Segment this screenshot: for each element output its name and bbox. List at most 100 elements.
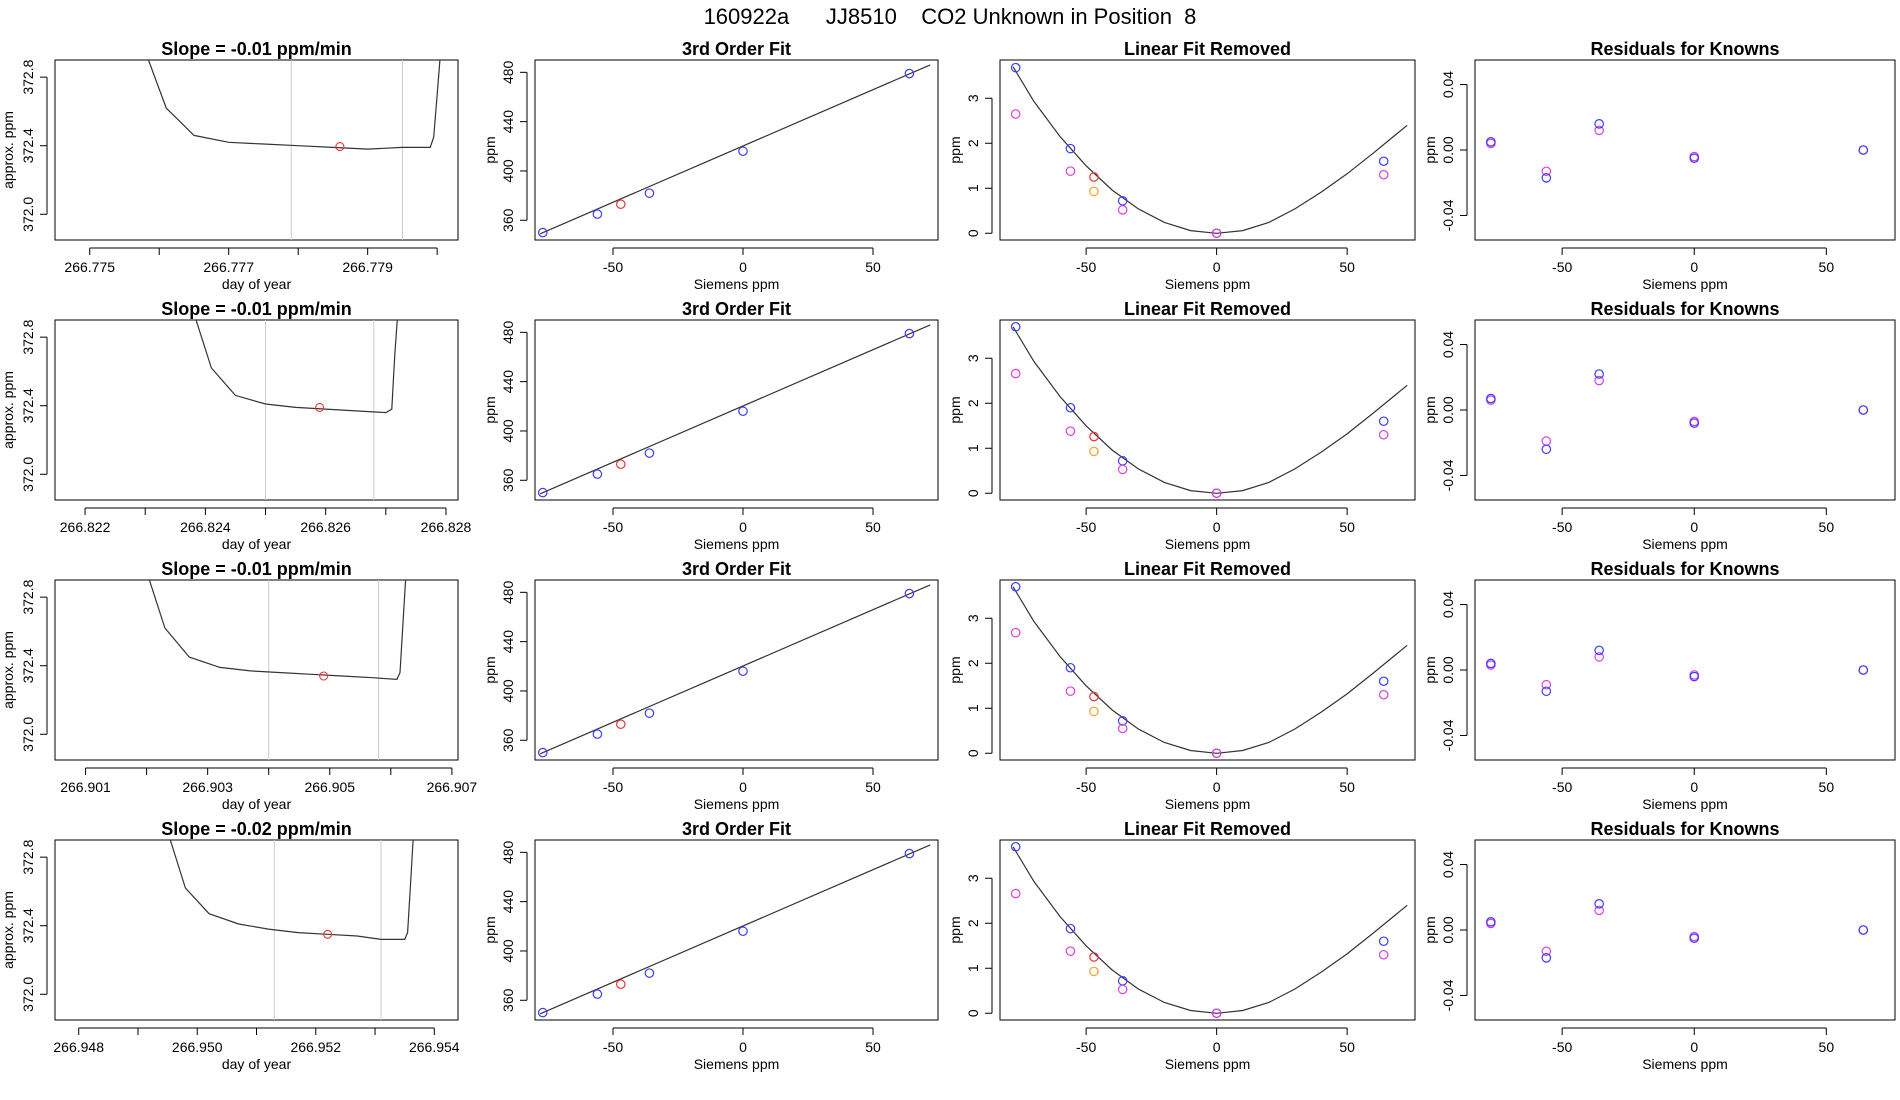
data-point-orange	[1089, 966, 1099, 977]
y-tick-label: -0.04	[1440, 199, 1456, 231]
x-tick-label: -50	[603, 1039, 623, 1055]
fit-curve	[539, 324, 931, 495]
data-point-blue	[1594, 119, 1604, 129]
plot-frame	[54, 59, 459, 241]
panel-title: 3rd Order Fit	[682, 819, 791, 839]
data-point-magenta	[1594, 125, 1604, 136]
plot-area	[1486, 645, 1869, 697]
y-tick-label: -0.04	[1440, 459, 1456, 491]
chart-panel-13: Slope = -0.02 ppm/min 266.948 266.950 266.9…	[0, 819, 460, 1072]
data-point-blue	[1541, 173, 1552, 183]
x-tick-label: 266.954	[409, 1039, 460, 1055]
data-point-blue	[1117, 716, 1128, 726]
x-tick-label: 50	[1819, 259, 1835, 275]
y-tick-label: 372.0	[20, 197, 36, 232]
x-tick-label: 266.828	[421, 519, 472, 535]
x-tick-label: 266.907	[427, 779, 478, 795]
chart-panel-14: 3rd Order Fit -50 0 50 Siemens ppm 360 400 440 4…	[482, 819, 939, 1072]
x-tick-label: -50	[1076, 519, 1096, 535]
data-point-red	[615, 719, 626, 730]
trace-marker	[335, 142, 345, 152]
y-tick-label: 440	[500, 110, 516, 134]
x-tick-label: 0	[739, 1039, 747, 1055]
y-tick-label: 372.8	[20, 59, 36, 94]
panel-title: Slope = -0.01 ppm/min	[161, 299, 352, 319]
panel-title: Linear Fit Removed	[1124, 39, 1291, 59]
data-point-magenta	[1378, 169, 1389, 180]
data-point-blue	[1010, 62, 1021, 73]
panel-title: Slope = -0.02 ppm/min	[161, 819, 352, 839]
data-point-blue	[1541, 444, 1552, 455]
y-tick-label: 400	[500, 679, 516, 703]
y-tick-label: 0.04	[1440, 71, 1456, 98]
y-tick-label: 0.04	[1440, 331, 1456, 358]
x-axis-label: Siemens ppm	[1165, 796, 1251, 812]
data-point-blue	[1378, 416, 1389, 427]
data-point-magenta	[1065, 686, 1076, 696]
y-axis-label: ppm	[1422, 136, 1438, 163]
figure-title-text: 160922a JJ8510 CO2 Unknown in Position 8	[703, 4, 1197, 29]
data-point-blue	[1117, 196, 1128, 206]
data-point-blue	[1858, 145, 1869, 155]
data-point-magenta	[1594, 375, 1604, 386]
data-point-blue	[1541, 953, 1552, 963]
plot-area	[537, 64, 931, 238]
data-point-magenta	[1117, 984, 1128, 995]
panel-title: Residuals for Knowns	[1590, 559, 1779, 579]
x-tick-label: 50	[1819, 519, 1835, 535]
data-point-blue	[1486, 393, 1496, 404]
y-axis-label: approx. ppm	[0, 371, 16, 449]
x-tick-label: 266.775	[64, 259, 115, 275]
data-point-magenta	[1378, 949, 1389, 960]
plot-frame	[1474, 839, 1896, 1021]
y-tick-label: 360	[500, 728, 516, 752]
data-point-blue	[1858, 405, 1869, 415]
x-tick-label: -50	[603, 779, 623, 795]
plot-frame	[999, 839, 1416, 1021]
data-point-blue	[1010, 841, 1021, 852]
plot-area	[537, 324, 931, 498]
fit-curve	[539, 844, 931, 1015]
data-point-blue	[1858, 665, 1869, 675]
x-axis-label: day of year	[222, 536, 292, 552]
x-tick-label: 266.952	[290, 1039, 341, 1055]
x-tick-label: 50	[865, 519, 881, 535]
y-tick-label: -0.04	[1440, 979, 1456, 1011]
data-point-blue	[537, 487, 548, 498]
y-axis-label: ppm	[482, 916, 498, 943]
y-tick-label: 372.4	[20, 388, 36, 423]
x-axis-label: Siemens ppm	[1642, 536, 1728, 552]
x-axis-label: Siemens ppm	[1642, 1056, 1728, 1072]
panel-title: 3rd Order Fit	[682, 39, 791, 59]
y-tick-label: 0	[965, 1009, 981, 1017]
data-point-magenta	[1211, 228, 1222, 239]
x-tick-label: -50	[1552, 1039, 1572, 1055]
x-axis-label: Siemens ppm	[1642, 276, 1728, 292]
x-tick-label: 50	[865, 779, 881, 795]
x-axis-label: Siemens ppm	[694, 796, 780, 812]
data-point-magenta	[1010, 368, 1021, 379]
plot-area	[1010, 62, 1408, 239]
data-point-blue	[644, 708, 655, 718]
y-tick-label: 372.8	[20, 579, 36, 614]
data-point-blue	[1858, 925, 1869, 935]
panel-title: Residuals for Knowns	[1590, 299, 1779, 319]
data-point-red	[615, 199, 626, 210]
y-tick-label: 2	[965, 659, 981, 667]
x-axis-label: Siemens ppm	[1165, 276, 1251, 292]
data-point-magenta	[1117, 723, 1128, 734]
plot-frame	[534, 319, 939, 501]
x-tick-label: 50	[1819, 779, 1835, 795]
panel-title: Residuals for Knowns	[1590, 39, 1779, 59]
plot-area	[1486, 369, 1869, 455]
data-point-magenta	[1211, 1008, 1222, 1019]
trace-marker	[323, 929, 333, 939]
data-point-blue	[1010, 321, 1021, 332]
data-point-blue	[1378, 676, 1389, 687]
chart-panel-2: 3rd Order Fit -50 0 50 Siemens ppm 360 400 440 4…	[482, 39, 939, 292]
x-tick-label: -50	[1076, 1039, 1096, 1055]
data-point-orange	[1089, 186, 1099, 197]
chart-panel-1: Slope = -0.01 ppm/min 266.775 266.777 266.7…	[0, 39, 459, 292]
y-tick-label: 360	[500, 468, 516, 492]
